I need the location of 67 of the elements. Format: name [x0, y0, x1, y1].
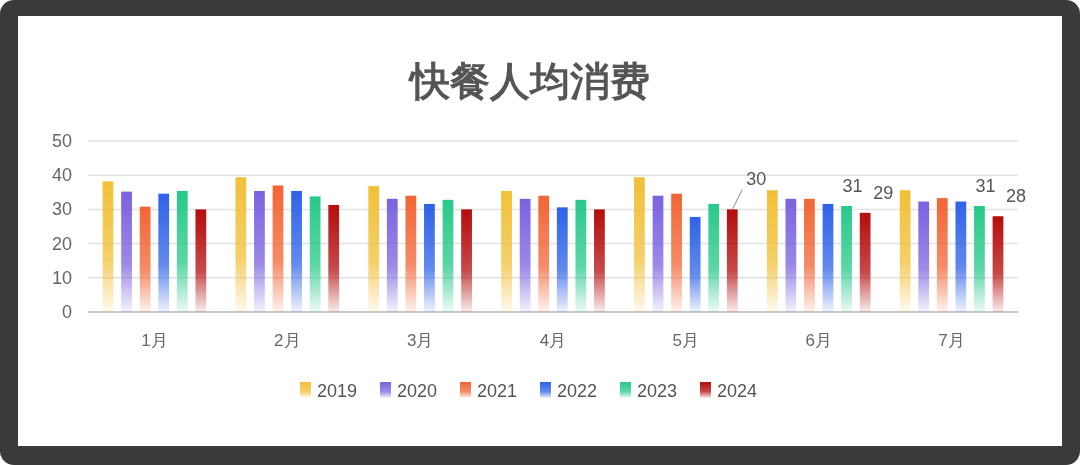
legend-label: 2020: [397, 381, 438, 401]
bar: [726, 209, 738, 312]
legend-label: 2024: [717, 381, 758, 401]
y-tick-label: 10: [51, 267, 72, 288]
bar: [859, 212, 871, 312]
data-label: 30: [746, 169, 767, 190]
bar: [405, 195, 417, 312]
bar: [822, 203, 834, 312]
y-tick-label: 40: [51, 165, 72, 186]
legend-label: 2022: [557, 381, 598, 401]
bar: [804, 198, 815, 312]
bar: [121, 191, 132, 312]
bar: [442, 199, 454, 312]
bar: [139, 206, 151, 312]
y-tick-label: 50: [51, 131, 72, 151]
bar: [918, 201, 930, 312]
x-tick-label: 4月: [539, 331, 567, 350]
data-label: 29: [873, 182, 894, 203]
bar: [176, 190, 188, 312]
x-tick-label: 5月: [672, 331, 700, 350]
x-tick-label: 3月: [406, 331, 434, 350]
bar: [309, 196, 321, 312]
x-tick-label: 1月: [141, 331, 168, 350]
bar: [538, 195, 550, 312]
legend-label: 2021: [477, 381, 518, 401]
legend-label: 2023: [637, 381, 678, 401]
bar: [992, 216, 1004, 312]
bar: [368, 186, 380, 312]
bar: [955, 201, 967, 312]
chart-title: 快餐人均消费: [408, 58, 650, 104]
bar: [556, 207, 568, 312]
bar: [235, 177, 247, 312]
bar: [272, 185, 284, 312]
x-tick-label: 6月: [805, 331, 832, 350]
bar: [575, 199, 587, 312]
data-label: 28: [1006, 186, 1027, 207]
x-tick-label: 2月: [274, 331, 301, 350]
bar: [195, 209, 207, 312]
bar: [158, 193, 170, 312]
bar: [708, 203, 720, 312]
data-label: 31: [975, 175, 996, 196]
bar: [671, 193, 682, 312]
bar: [766, 190, 778, 312]
bar: [652, 195, 664, 312]
bar: [102, 181, 114, 312]
bar: [974, 205, 985, 312]
y-tick-label: 30: [51, 199, 72, 220]
bar: [254, 190, 265, 312]
bar: [841, 205, 852, 312]
bar: [689, 216, 701, 312]
bar: [785, 198, 797, 312]
bar: [936, 198, 948, 312]
y-tick-label: 0: [61, 302, 72, 322]
bar: [424, 203, 435, 312]
legend-label: 2019: [317, 381, 358, 401]
bar: [291, 190, 302, 312]
bar: [899, 190, 911, 312]
data-label: 31: [842, 175, 863, 196]
bar: [594, 209, 605, 312]
y-tick-label: 20: [51, 233, 72, 254]
bar: [386, 198, 398, 312]
bar: [519, 198, 531, 312]
bar: [461, 209, 472, 312]
x-tick-label: 7月: [938, 331, 965, 350]
bar: [501, 190, 512, 312]
bar: [328, 204, 340, 312]
bar: [634, 177, 645, 312]
